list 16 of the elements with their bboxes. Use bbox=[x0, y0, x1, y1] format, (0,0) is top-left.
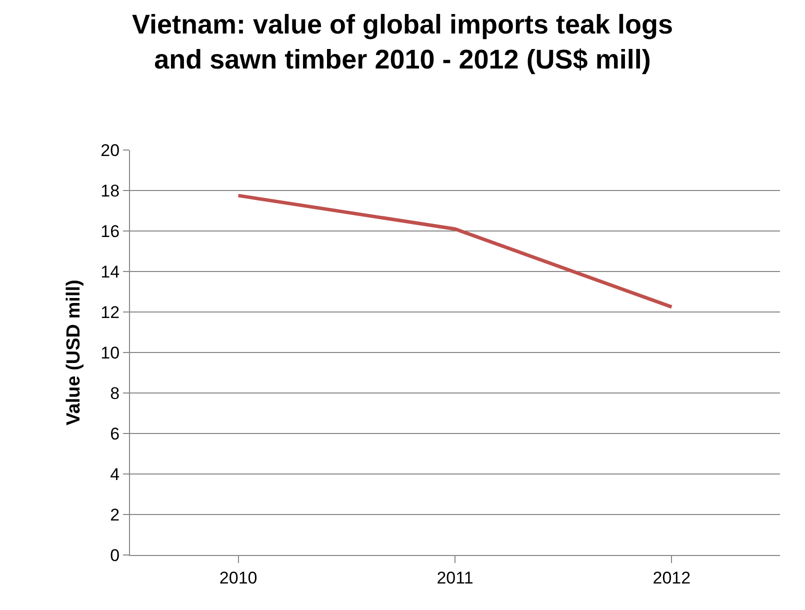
y-axis-title: Value (USD mill) bbox=[64, 280, 85, 426]
x-tick-label: 2012 bbox=[652, 568, 691, 588]
x-tick-label: 2010 bbox=[219, 568, 258, 588]
chart-title: Vietnam: value of global imports teak logs and sawn timber 2010 - 2012 (US$ mill) bbox=[132, 10, 674, 75]
y-tick-label: 16 bbox=[100, 222, 120, 241]
y-tick-label: 18 bbox=[100, 181, 120, 200]
y-tick-label: 20 bbox=[100, 140, 120, 160]
y-tick-label: 2 bbox=[110, 505, 120, 524]
y-tick-label: 10 bbox=[100, 343, 120, 362]
y-tick-label: 8 bbox=[110, 384, 120, 403]
y-tick-label: 4 bbox=[110, 464, 120, 484]
y-tick-label: 6 bbox=[110, 424, 120, 444]
x-tick-label: 2011 bbox=[436, 568, 474, 588]
y-tick-label: 12 bbox=[100, 302, 120, 322]
y-tick-label: 14 bbox=[100, 262, 120, 282]
y-tick-label: 0 bbox=[110, 546, 120, 565]
